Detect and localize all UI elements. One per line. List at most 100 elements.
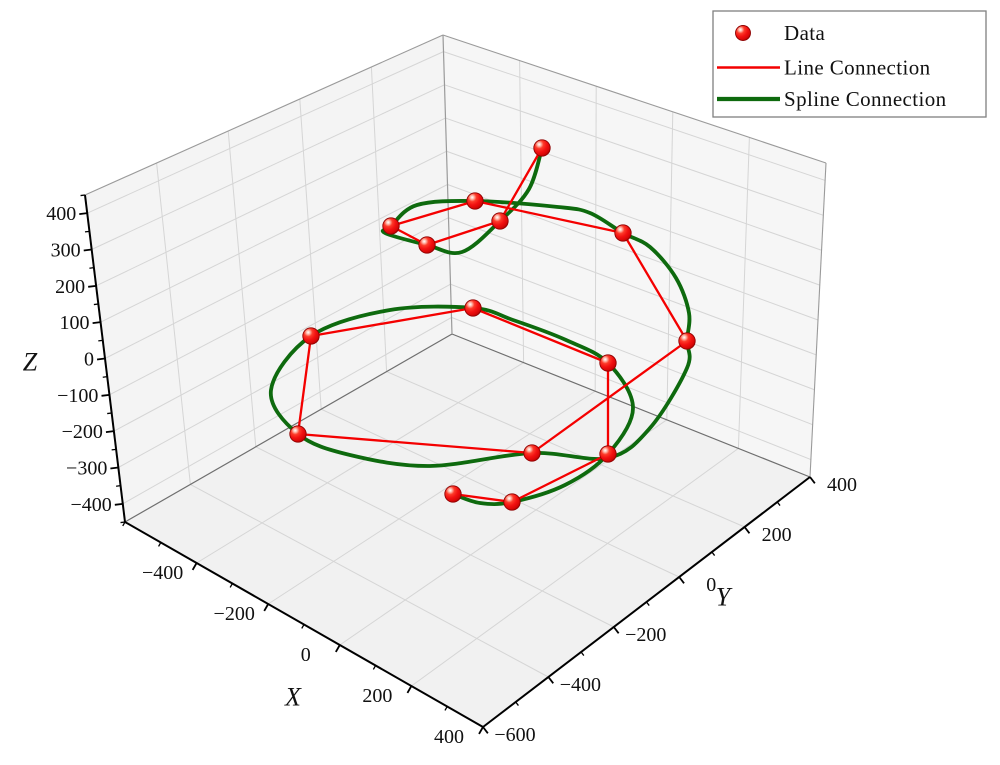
data-point[interactable] bbox=[289, 425, 307, 443]
data-point[interactable] bbox=[614, 224, 632, 242]
left-wall bbox=[85, 35, 452, 522]
data-point[interactable] bbox=[464, 299, 482, 317]
z-axis-tick-label: −200 bbox=[62, 421, 103, 443]
right-wall-grid-line bbox=[451, 316, 812, 461]
z-axis-tick-label: −100 bbox=[57, 385, 98, 407]
data-point[interactable] bbox=[466, 192, 484, 210]
data-point[interactable] bbox=[444, 485, 462, 503]
z-axis-tick-label: 300 bbox=[51, 240, 81, 262]
right-wall-grid-line bbox=[450, 283, 813, 426]
x-axis-tick bbox=[406, 685, 413, 694]
z-axis-minor-tick bbox=[120, 521, 126, 524]
left-wall-grid-line bbox=[95, 117, 446, 287]
z-axis-minor-tick bbox=[93, 303, 99, 306]
floor-grid-line bbox=[320, 408, 680, 578]
floor-grid-line bbox=[196, 362, 524, 564]
z-axis-tick-label: 400 bbox=[46, 203, 76, 225]
right-wall-grid-line bbox=[594, 86, 597, 392]
left-wall-grid-line bbox=[299, 98, 322, 410]
y-axis-tick bbox=[547, 676, 554, 684]
y-axis-tick-label: −600 bbox=[494, 724, 535, 746]
right-wall-grid-line bbox=[446, 150, 820, 286]
y-axis-minor-tick bbox=[515, 701, 519, 706]
x-axis-minor-tick bbox=[372, 665, 377, 670]
data-point[interactable] bbox=[503, 493, 521, 511]
legend-label: Line Connection bbox=[784, 56, 931, 80]
data-point[interactable] bbox=[418, 236, 436, 254]
y-axis-title: Y bbox=[716, 583, 733, 612]
data-point[interactable] bbox=[382, 217, 400, 235]
right-wall-right-edge bbox=[809, 162, 827, 478]
left-wall-grid-line bbox=[91, 84, 445, 250]
left-wall-grid-line bbox=[113, 250, 450, 432]
left-wall-top-edge bbox=[84, 34, 444, 196]
x-axis-tick bbox=[191, 562, 198, 571]
x-axis-minor-tick bbox=[157, 542, 162, 547]
data-point[interactable] bbox=[678, 332, 696, 350]
z-axis-minor-tick bbox=[84, 230, 90, 233]
y-axis-minor-tick bbox=[580, 651, 585, 656]
x-axis-tick-label: 0 bbox=[301, 644, 311, 666]
left-wall-grid-line bbox=[87, 51, 444, 214]
z-axis-tick bbox=[88, 284, 97, 288]
z-axis-tick bbox=[83, 248, 92, 252]
y-axis-tick bbox=[482, 726, 489, 734]
z-axis-tick bbox=[79, 212, 88, 216]
left-wall-grid-line bbox=[156, 162, 191, 485]
x-axis-tick-label: 400 bbox=[434, 726, 464, 748]
right-wall-grid-line bbox=[443, 51, 826, 181]
y-axis-tick-label: 0 bbox=[706, 574, 716, 596]
data-point[interactable] bbox=[533, 139, 551, 157]
x-axis-tick bbox=[335, 644, 341, 653]
z-axis-minor-tick bbox=[107, 412, 112, 415]
data-point[interactable] bbox=[491, 212, 509, 230]
right-wall-grid-line bbox=[444, 84, 824, 216]
y-axis-tick-label: 200 bbox=[762, 524, 792, 546]
legend[interactable]: Data Line Connection Spline Connection bbox=[712, 10, 987, 118]
y-axis-tick-label: 400 bbox=[827, 474, 857, 496]
data-point[interactable] bbox=[523, 444, 541, 462]
z-axis-minor-tick bbox=[111, 448, 117, 451]
left-wall-grid-line bbox=[227, 130, 257, 447]
y-axis-tick bbox=[678, 576, 685, 584]
legend-label: Spline Connection bbox=[784, 87, 947, 111]
x-axis-tick bbox=[263, 603, 269, 612]
y-axis-minor-tick bbox=[645, 601, 650, 606]
y-axis-tick bbox=[809, 476, 816, 484]
data-point[interactable] bbox=[599, 354, 617, 372]
x-axis-tick bbox=[478, 726, 484, 735]
data-point[interactable] bbox=[599, 445, 617, 463]
legend-marker-sphere bbox=[735, 25, 751, 41]
y-axis-minor-tick bbox=[776, 501, 781, 506]
y-axis-tick-label: −200 bbox=[625, 624, 666, 646]
z-axis-tick bbox=[96, 357, 106, 361]
floor-grid-line bbox=[267, 390, 596, 605]
x-axis-tick-label: −400 bbox=[142, 562, 183, 584]
z-axis-minor-tick bbox=[116, 485, 121, 487]
right-wall-grid-line bbox=[737, 137, 750, 449]
z-axis-tick bbox=[105, 430, 114, 434]
z-axis-tick bbox=[101, 393, 110, 397]
data-point[interactable] bbox=[302, 327, 320, 345]
y-axis-tick bbox=[743, 526, 751, 534]
floor-grid-line bbox=[190, 483, 549, 678]
right-wall-grid-line bbox=[448, 217, 817, 356]
left-wall-grid-line bbox=[370, 66, 388, 372]
x-axis-title: X bbox=[284, 683, 302, 712]
z-axis-title: Z bbox=[23, 348, 38, 377]
floor-grid-line bbox=[411, 447, 739, 687]
z-axis-minor-tick bbox=[89, 267, 94, 269]
z-axis-tick bbox=[110, 466, 119, 470]
x-axis-minor-tick bbox=[229, 583, 233, 588]
z-axis-tick bbox=[92, 321, 101, 325]
left-wall-grid-line bbox=[122, 316, 452, 505]
z-axis-tick-label: 200 bbox=[55, 276, 85, 298]
x-axis-minor-tick bbox=[301, 624, 305, 629]
x-axis-minor-tick bbox=[444, 706, 448, 711]
z-axis-tick-label: −300 bbox=[66, 458, 107, 480]
y-axis-tick-label: −400 bbox=[560, 674, 601, 696]
z-axis-tick-label: 100 bbox=[60, 312, 90, 334]
x-axis-tick-label: 200 bbox=[362, 685, 392, 707]
